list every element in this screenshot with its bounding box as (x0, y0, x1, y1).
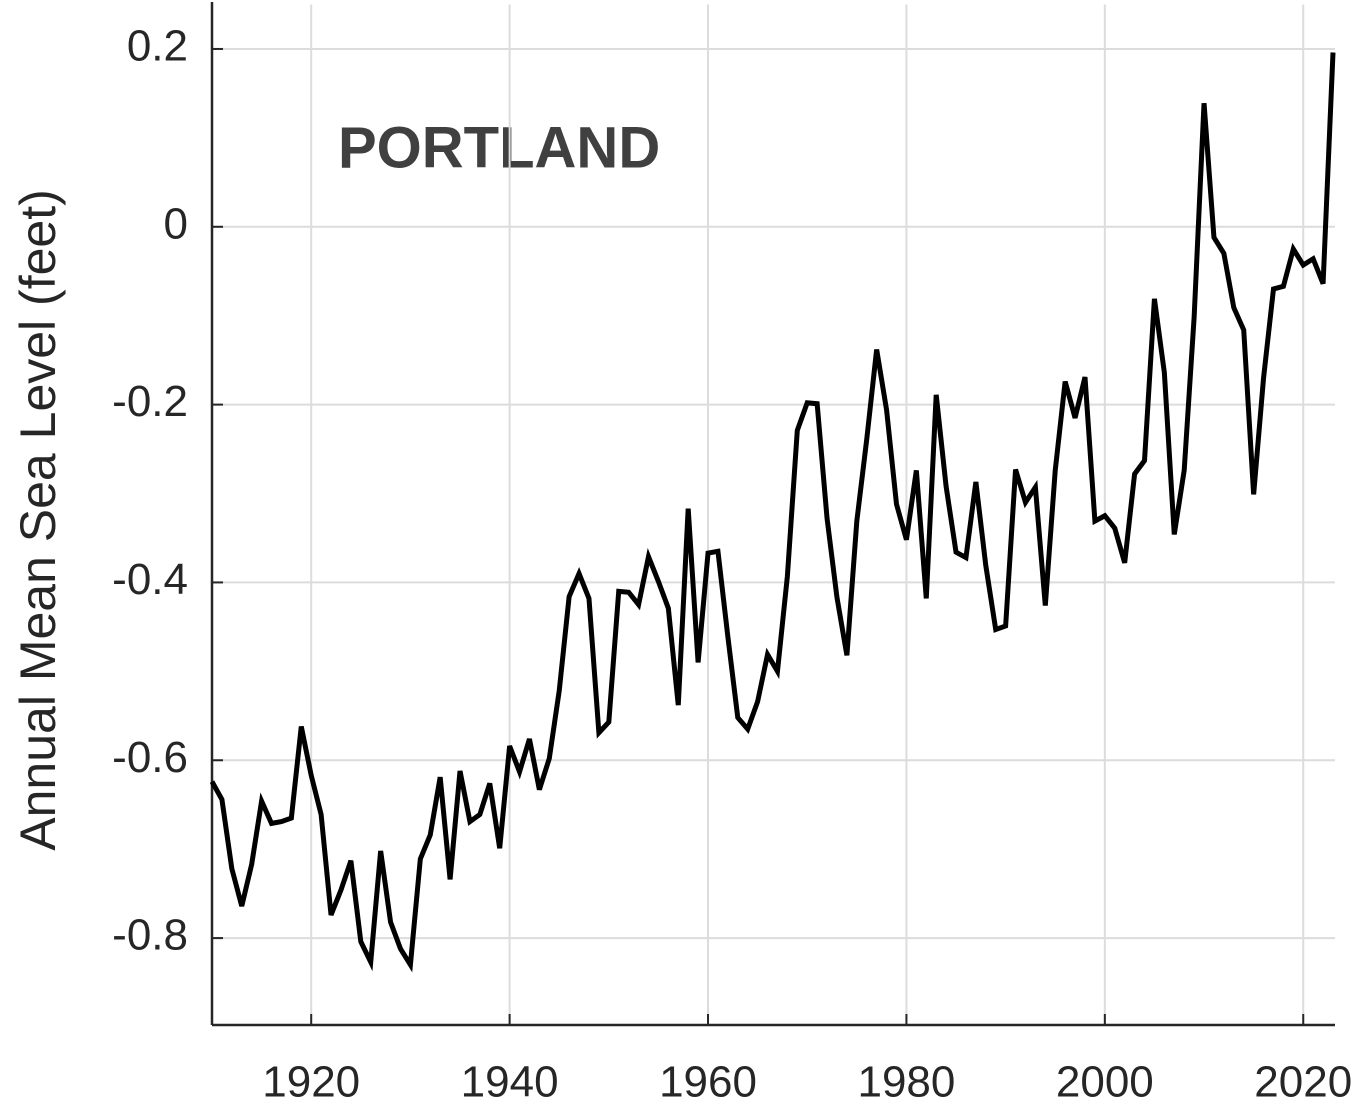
y-tick-label: -0.2 (112, 377, 188, 426)
x-tick-label: 1920 (262, 1058, 360, 1107)
y-tick-label: 0 (164, 199, 188, 248)
y-axis-label: Annual Mean Sea Level (feet) (10, 189, 66, 851)
x-tick-label: 1940 (461, 1058, 559, 1107)
x-tick-label: 1980 (857, 1058, 955, 1107)
x-tick-label: 1960 (659, 1058, 757, 1107)
sea-level-line (209, 52, 1336, 973)
x-tick-label: 2000 (1056, 1058, 1154, 1107)
y-tick-label: 0.2 (127, 22, 188, 71)
x-tick-label: 2020 (1254, 1058, 1352, 1107)
y-tick-label: -0.6 (112, 733, 188, 782)
y-tick-label: -0.8 (112, 911, 188, 960)
y-tick-label: -0.4 (112, 555, 188, 604)
chart-title: PORTLAND (338, 115, 660, 180)
